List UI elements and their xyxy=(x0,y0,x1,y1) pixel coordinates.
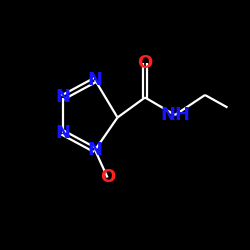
Text: NH: NH xyxy=(160,106,190,124)
Text: O: O xyxy=(138,54,152,72)
Text: N: N xyxy=(88,141,102,159)
Text: N: N xyxy=(88,71,102,89)
Text: N: N xyxy=(55,88,70,106)
Text: O: O xyxy=(100,168,115,186)
Text: N: N xyxy=(55,124,70,142)
